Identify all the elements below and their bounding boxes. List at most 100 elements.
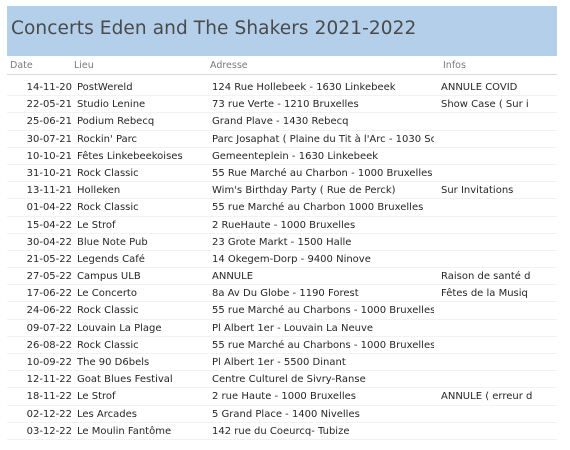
cell-date: 10-10-21: [26, 150, 72, 162]
row-divider: [7, 301, 557, 303]
table-row[interactable]: 09-07-22 Louvain La Plage Pl Albert 1er - …: [0, 320, 570, 337]
cell-date: 30-04-22: [26, 236, 72, 248]
cell-infos: Show Case ( Sur i: [441, 99, 529, 111]
cell-lieu: Goat Blues Festival: [77, 374, 173, 386]
cell-adresse: Parc Josaphat ( Plaine du Tit à l'Arc - …: [212, 133, 434, 145]
page-title: Concerts Eden and The Shakers 2021-2022: [11, 18, 417, 39]
cell-infos: Fêtes de la Musiq: [441, 288, 528, 300]
row-divider: [7, 370, 557, 372]
column-header-date[interactable]: Date: [10, 60, 33, 71]
row-divider: [7, 163, 557, 165]
cell-lieu: Podium Rebecq: [77, 116, 155, 128]
cell-adresse: 2 rue Haute - 1000 Bruxelles: [212, 391, 356, 403]
table-row[interactable]: 21-05-22 Legends Café 14 Okegem-Dorp - 940…: [0, 251, 570, 269]
row-divider: [7, 232, 557, 234]
cell-adresse: 55 rue Marché au Charbons - 1000 Bruxell…: [212, 339, 434, 351]
table-row[interactable]: 13-11-21 Holleken Wim's Birthday Party ( R…: [0, 182, 570, 200]
cell-date: 15-04-22: [26, 219, 72, 231]
cell-date: 31-10-21: [26, 167, 72, 179]
row-divider: [7, 387, 557, 389]
cell-adresse: 5 Grand Place - 1400 Nivelles: [212, 408, 360, 420]
cell-lieu: Rock Classic: [77, 167, 139, 179]
table-row[interactable]: 30-07-21 Rockin' Parc Parc Josaphat ( Plai…: [0, 131, 570, 148]
cell-adresse: 14 Okegem-Dorp - 9400 Ninove: [212, 253, 371, 265]
cell-adresse: 55 Rue Marché au Charbon - 1000 Bruxelle…: [212, 167, 433, 179]
row-divider: [7, 95, 557, 97]
cell-adresse: Centre Culturel de Sivry-Ranse: [212, 374, 366, 386]
cell-adresse: Grand Plave - 1430 Rebecq: [212, 116, 349, 128]
cell-lieu: Louvain La Plage: [77, 322, 162, 334]
table-row[interactable]: 30-04-22 Blue Note Pub 23 Grote Markt - 15…: [0, 234, 570, 251]
row-divider: [7, 438, 557, 440]
cell-date: 14-11-20: [26, 82, 72, 93]
cell-adresse: ANNULE: [212, 271, 254, 283]
row-divider: [7, 198, 557, 200]
cell-date: 24-06-22: [26, 305, 72, 317]
table-row[interactable]: 17-06-22 Le Concerto 8a Av Du Globe - 1190…: [0, 285, 570, 303]
table-row[interactable]: 02-12-22 Les Arcades 5 Grand Place - 1400 …: [0, 406, 570, 423]
column-header-infos[interactable]: Infos: [443, 60, 466, 71]
cell-adresse: Pl Albert 1er - Louvain La Neuve: [212, 322, 374, 334]
cell-date: 09-07-22: [26, 322, 72, 334]
table-row[interactable]: 10-09-22 The 90 D6bels Pl Albert 1er - 550…: [0, 354, 570, 372]
cell-lieu: The 90 D6bels: [77, 357, 150, 368]
cell-date: 25-06-21: [26, 116, 72, 128]
row-divider: [7, 181, 557, 183]
table-row[interactable]: 24-06-22 Rock Classic 55 rue Marché au Cha…: [0, 302, 570, 320]
cell-lieu: Rock Classic: [77, 202, 139, 214]
cell-date: 01-04-22: [26, 202, 72, 214]
cell-adresse: 73 rue Verte - 1210 Bruxelles: [212, 99, 359, 111]
cell-adresse: Wim's Birthday Party ( Rue de Perck): [212, 185, 396, 197]
cell-lieu: Rockin' Parc: [77, 133, 138, 145]
cell-lieu: Le Strof: [77, 219, 116, 231]
cell-date: 12-11-22: [26, 374, 72, 386]
cell-infos: ANNULE COVID: [441, 82, 518, 93]
table-row[interactable]: 31-10-21 Rock Classic 55 Rue Marché au Cha…: [0, 165, 570, 183]
table-row[interactable]: 01-04-22 Rock Classic 55 rue Marché au Cha…: [0, 199, 570, 217]
column-header-adresse[interactable]: Adresse: [210, 60, 248, 71]
row-divider: [7, 353, 557, 354]
cell-adresse: 142 rue du Coeurcq- Tubize: [212, 425, 350, 437]
cell-lieu: Campus ULB: [77, 271, 141, 283]
cell-date: 30-07-21: [26, 133, 72, 145]
row-divider: [7, 284, 557, 286]
table-row[interactable]: 18-11-22 Le Strof 2 rue Haute - 1000 Bruxe…: [0, 388, 570, 406]
cell-date: 17-06-22: [26, 288, 72, 300]
table-row[interactable]: 25-06-21 Podium Rebecq Grand Plave - 1430 …: [0, 113, 570, 131]
table-row[interactable]: 03-12-22 Le Moulin Fantôme 142 rue du Coeu…: [0, 423, 570, 440]
table-row[interactable]: 10-10-21 Fêtes Linkebeekoises Gemeenteplei…: [0, 148, 570, 165]
concerts-table: 14-11-20 PostWereld 124 Rue Hollebeek - 16…: [0, 79, 570, 440]
cell-infos: ANNULE ( erreur d: [441, 391, 533, 403]
table-row[interactable]: 27-05-22 Campus ULB ANNULE Raison de santé …: [0, 268, 570, 286]
table-row[interactable]: 22-05-21 Studio Lenine 73 rue Verte - 1210…: [0, 96, 570, 114]
cell-infos: Sur Invitations: [441, 185, 514, 197]
cell-lieu: PostWereld: [77, 82, 133, 93]
table-row[interactable]: 14-11-20 PostWereld 124 Rue Hollebeek - 16…: [0, 79, 570, 97]
row-divider: [7, 267, 557, 269]
row-divider: [7, 421, 557, 423]
cell-adresse: 23 Grote Markt - 1500 Halle: [212, 236, 352, 248]
cell-lieu: Blue Note Pub: [77, 236, 148, 248]
cell-lieu: Studio Lenine: [77, 99, 146, 111]
cell-date: 21-05-22: [26, 253, 72, 265]
title-banner: Concerts Eden and The Shakers 2021-2022: [7, 6, 557, 56]
cell-lieu: Legends Café: [77, 253, 145, 265]
cell-infos: Raison de santé d: [441, 271, 531, 283]
row-divider: [7, 318, 557, 320]
row-divider: [7, 146, 557, 148]
cell-date: 10-09-22: [26, 357, 72, 368]
cell-date: 13-11-21: [26, 185, 72, 197]
cell-date: 02-12-22: [26, 408, 72, 420]
cell-lieu: Le Moulin Fantôme: [77, 425, 172, 437]
table-row[interactable]: 26-08-22 Rock Classic 55 rue Marché au Cha…: [0, 337, 570, 354]
cell-adresse: 55 rue Marché au Charbon 1000 Bruxelles: [212, 202, 424, 214]
cell-adresse: 124 Rue Hollebeek - 1630 Linkebeek: [212, 82, 396, 93]
cell-date: 18-11-22: [26, 391, 72, 403]
cell-date: 22-05-21: [26, 99, 72, 111]
row-divider: [7, 335, 557, 337]
column-header-lieu[interactable]: Lieu: [74, 60, 94, 71]
cell-adresse: 55 rue Marché au Charbons - 1000 Bruxell…: [212, 305, 434, 317]
table-row[interactable]: 12-11-22 Goat Blues Festival Centre Cultur…: [0, 371, 570, 389]
row-divider: [7, 112, 557, 114]
table-row[interactable]: 15-04-22 Le Strof 2 RueHaute - 1000 Bruxel…: [0, 217, 570, 234]
